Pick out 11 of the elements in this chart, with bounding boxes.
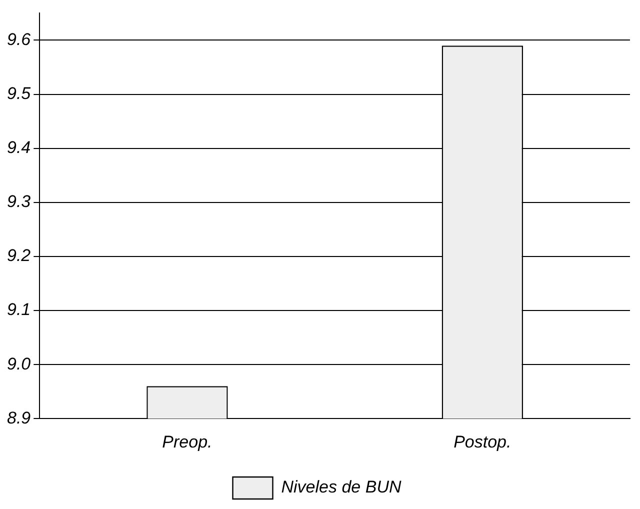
y-tick-label: 8.9 bbox=[6, 408, 32, 428]
x-tick-label: Preop. bbox=[162, 432, 212, 452]
y-tick-label: 9.2 bbox=[6, 246, 32, 266]
y-tick-label: 9.5 bbox=[6, 84, 32, 104]
y-tick-label: 9.3 bbox=[6, 192, 32, 212]
y-tick-label: 9.4 bbox=[6, 138, 31, 158]
y-tick-label: 9.0 bbox=[6, 354, 32, 374]
y-tick-label: 9.6 bbox=[6, 30, 32, 49]
y-tick-label: 9.1 bbox=[6, 300, 31, 320]
legend-label: Niveles de BUN bbox=[281, 478, 402, 497]
x-tick-label: Postop. bbox=[454, 432, 512, 452]
